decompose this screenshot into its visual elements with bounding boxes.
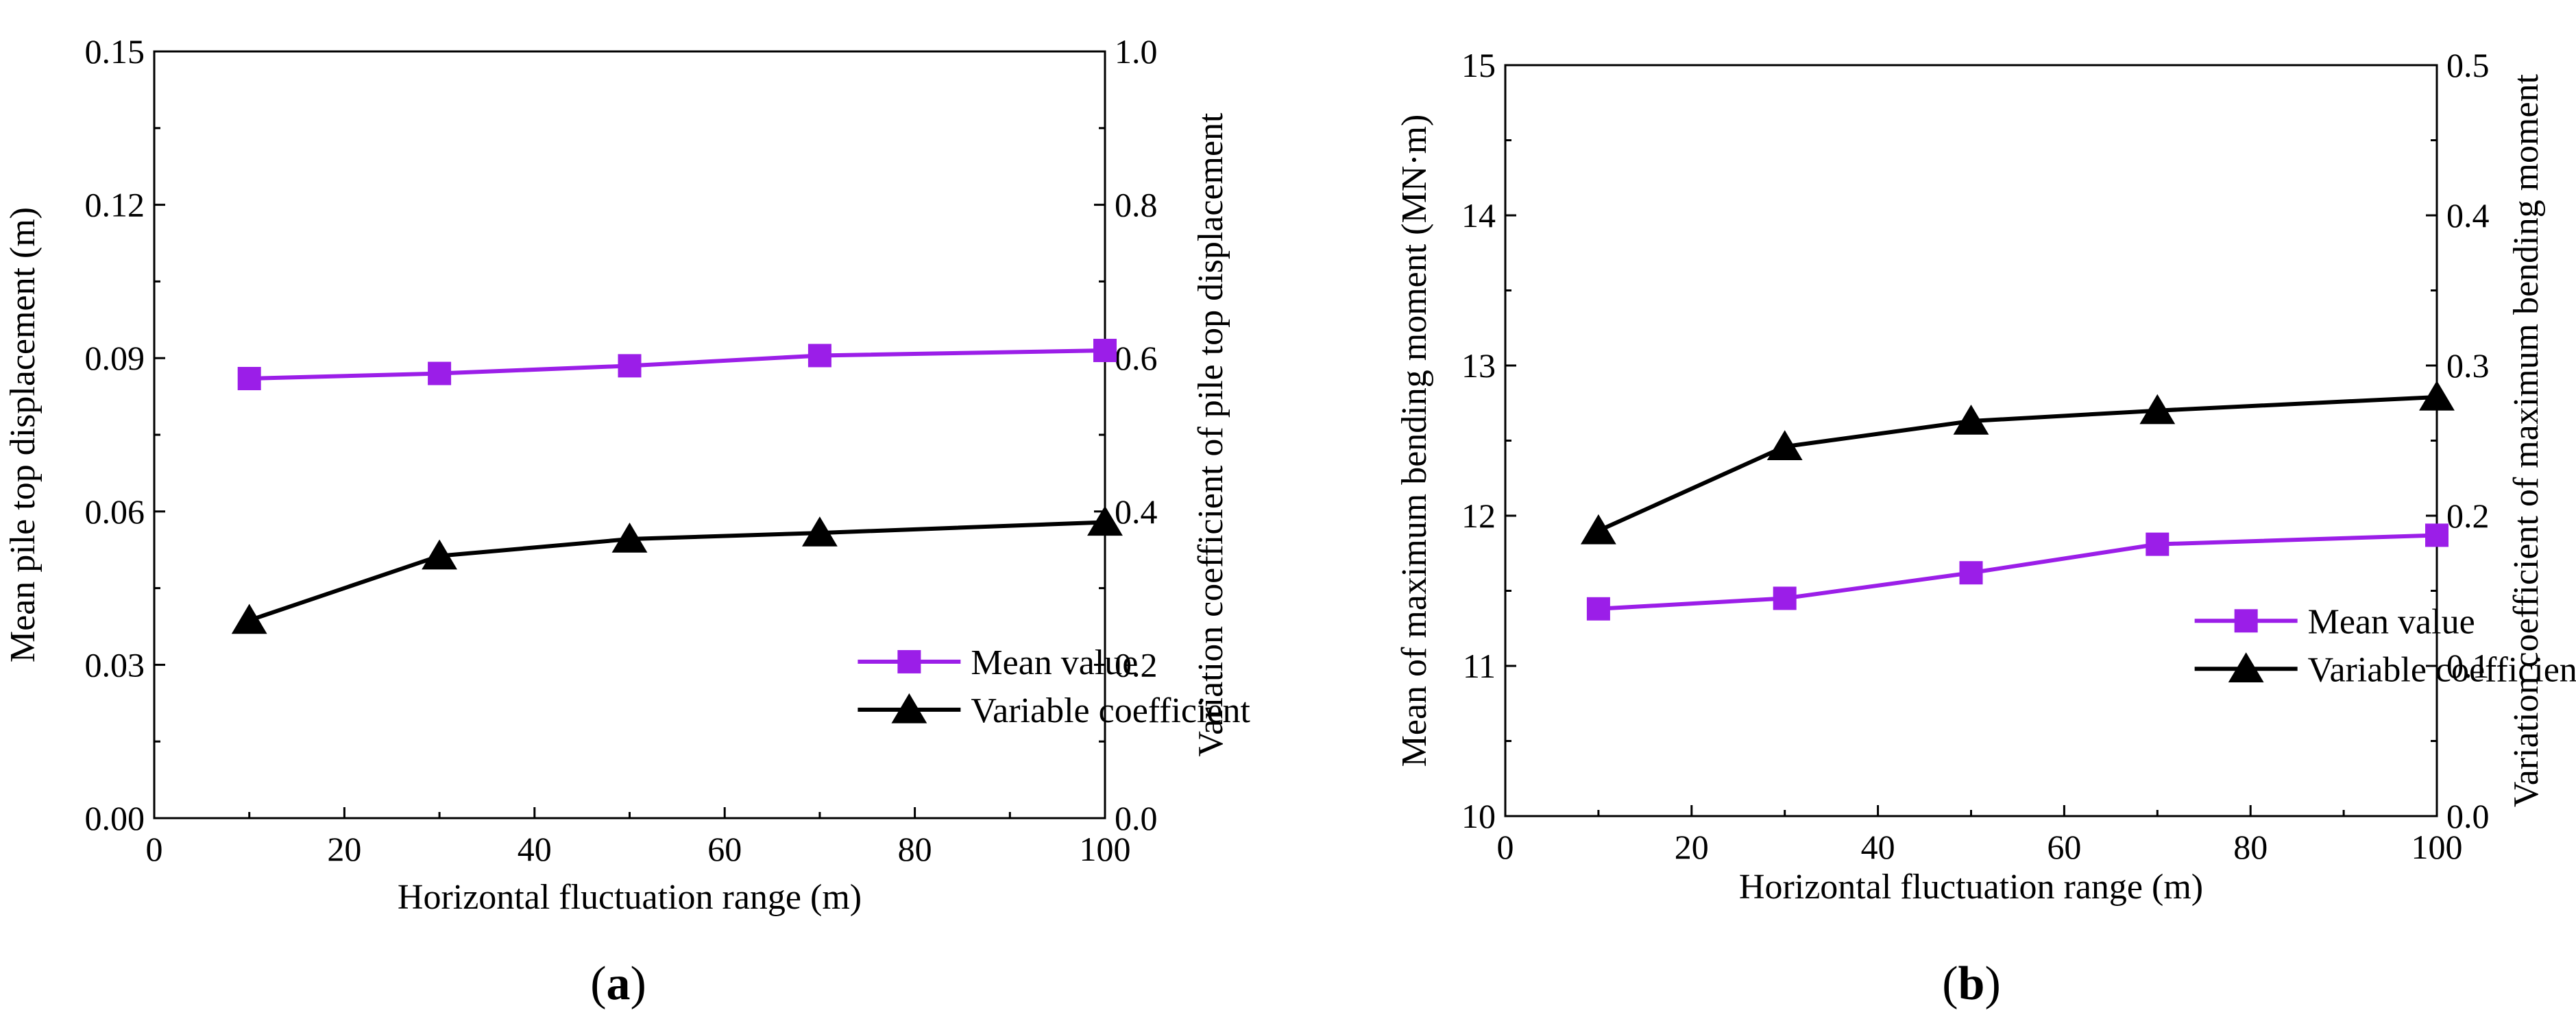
y-left-tick-label: 15 bbox=[1461, 46, 1496, 84]
x-tick-label: 0 bbox=[1497, 828, 1514, 866]
y-right-tick-label: 0.4 bbox=[2446, 196, 2490, 235]
y-left-axis-title: Mean pile top displacement (m) bbox=[3, 207, 42, 662]
data-point-triangle bbox=[422, 539, 458, 570]
series-mean bbox=[1586, 523, 2449, 621]
y-left-tick-label: 0.12 bbox=[85, 186, 145, 224]
x-tick-label: 20 bbox=[1675, 828, 1709, 866]
y-right-tick-label: 0.2 bbox=[1115, 645, 1158, 684]
data-point-triangle bbox=[1766, 430, 1803, 460]
legend-marker bbox=[891, 693, 927, 724]
y-right-axis-title: Variation coefficient of pile top displa… bbox=[1191, 112, 1230, 757]
x-tick-label: 80 bbox=[898, 830, 932, 868]
series-line bbox=[249, 348, 1106, 381]
series-variable bbox=[1580, 380, 2455, 545]
data-point-triangle bbox=[1087, 505, 1123, 536]
y-left-tick-label: 0.09 bbox=[85, 339, 145, 377]
data-point-triangle bbox=[1953, 405, 1989, 435]
legend-label: Mean value bbox=[2308, 602, 2475, 641]
panel-b: 0 20 40 60 80 100 10 11 12 13 14 15 0.0 0.1 0.2 0.3 0.4 0… bbox=[1395, 46, 2576, 907]
legend-label: Variable coefficient bbox=[971, 691, 1250, 730]
legend-marker bbox=[897, 649, 921, 673]
data-point-square bbox=[1959, 561, 1983, 585]
series-variable bbox=[231, 505, 1123, 634]
data-point-square bbox=[618, 354, 642, 378]
data-point-square bbox=[1773, 586, 1797, 610]
legend-label: Mean value bbox=[971, 643, 1138, 682]
data-point-triangle bbox=[2139, 394, 2176, 425]
data-point-square bbox=[1093, 339, 1117, 363]
y-left-tick-label: 0.00 bbox=[85, 799, 145, 837]
y-right-tick-label: 0.1 bbox=[2446, 647, 2490, 685]
y-left-tick-label: 11 bbox=[1463, 647, 1496, 685]
y-left-tick-label: 10 bbox=[1461, 797, 1496, 835]
legend-marker bbox=[2234, 609, 2258, 633]
panel-a: 0 20 40 60 80 100 0.00 0.03 0.06 0.09 0.12 0.15 0.0 0… bbox=[3, 32, 1251, 917]
y-right-tick-label: 1.0 bbox=[1115, 32, 1158, 71]
data-point-triangle bbox=[801, 516, 838, 547]
y-right-tick-label: 0.3 bbox=[2446, 346, 2490, 385]
series-mean bbox=[237, 339, 1117, 391]
plot-frame bbox=[1504, 64, 2438, 817]
y-left-tick-label: 0.06 bbox=[85, 492, 145, 531]
legend: Mean value Variable coefficient bbox=[858, 643, 1251, 730]
y-right-tick-label: 0.2 bbox=[2446, 497, 2490, 535]
x-tick-label: 100 bbox=[2411, 828, 2463, 866]
series-line bbox=[1597, 394, 2438, 533]
x-tick-label: 40 bbox=[1861, 828, 1895, 866]
panel-a-label: (a) bbox=[590, 957, 646, 1010]
x-tick-label: 40 bbox=[518, 830, 552, 868]
data-point-square bbox=[1586, 597, 1610, 621]
y-left-tick-label: 0.15 bbox=[85, 32, 145, 71]
series-line bbox=[248, 520, 1106, 623]
y-right-tick-label: 0.6 bbox=[1115, 339, 1158, 377]
data-point-square bbox=[2146, 532, 2170, 556]
y-right-tick-label: 0.8 bbox=[1115, 186, 1158, 224]
data-point-triangle bbox=[611, 523, 648, 553]
y-right-tick-label: 0.4 bbox=[1115, 492, 1158, 531]
data-point-triangle bbox=[1580, 514, 1616, 545]
y-left-tick-label: 14 bbox=[1461, 196, 1496, 235]
legend-label: Variable coefficient bbox=[2308, 650, 2576, 689]
y-right-tick-label: 0.5 bbox=[2446, 46, 2490, 84]
data-point-triangle bbox=[231, 603, 267, 634]
x-axis-title: Horizontal fluctuation range (m) bbox=[1739, 868, 2203, 907]
x-tick-label: 60 bbox=[2047, 828, 2081, 866]
plot-frame bbox=[153, 50, 1106, 820]
panel-b-label: (b) bbox=[1942, 957, 2001, 1010]
x-tick-label: 100 bbox=[1080, 830, 1131, 868]
legend: Mean value Variable coefficient bbox=[2194, 602, 2576, 689]
legend-marker bbox=[2228, 652, 2264, 682]
y-right-axis-title: Variation coefficient of maximum bending… bbox=[2507, 73, 2546, 807]
data-point-square bbox=[237, 367, 261, 391]
y-left-tick-label: 12 bbox=[1461, 497, 1496, 535]
x-axis-title: Horizontal fluctuation range (m) bbox=[398, 878, 862, 917]
y-left-tick-label: 13 bbox=[1461, 346, 1496, 385]
y-right-tick-label: 0.0 bbox=[1115, 799, 1158, 837]
y-left-tick-label: 0.03 bbox=[85, 645, 145, 684]
data-point-square bbox=[807, 344, 831, 368]
y-right-tick-label: 0.0 bbox=[2446, 797, 2490, 835]
x-tick-label: 20 bbox=[327, 830, 361, 868]
data-point-square bbox=[2425, 523, 2449, 547]
x-tick-label: 60 bbox=[707, 830, 742, 868]
data-point-triangle bbox=[2419, 380, 2455, 411]
series-line bbox=[1598, 533, 2438, 611]
x-tick-label: 0 bbox=[146, 830, 163, 868]
data-point-square bbox=[428, 361, 452, 385]
y-left-axis-title: Mean of maximum bending moment (MN·m) bbox=[1395, 115, 1434, 767]
x-tick-label: 80 bbox=[2233, 828, 2268, 866]
